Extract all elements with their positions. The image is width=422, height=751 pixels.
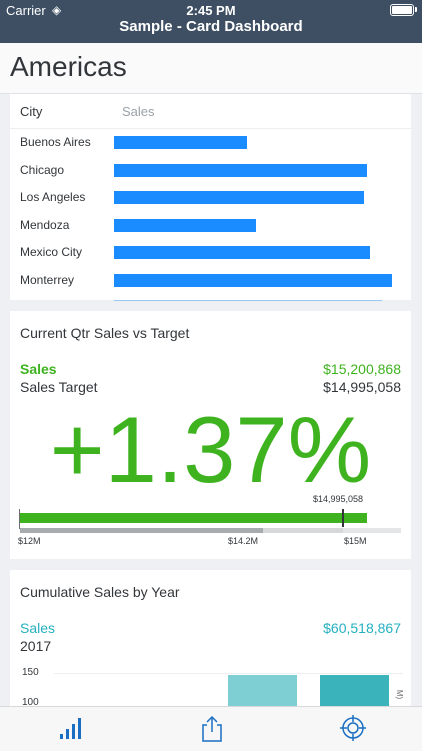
battery-tip	[415, 7, 417, 12]
status-bar: Carrier ◈ 2:45 PM	[0, 0, 422, 20]
city-label: Los Angeles	[20, 190, 86, 204]
sales-bar[interactable]	[114, 218, 256, 232]
y-tick-label: 150	[22, 667, 39, 678]
city-sales-card[interactable]: City Sales Buenos Aires Chicago Los Angele…	[10, 94, 411, 301]
sales-value: $15,200,868	[323, 361, 401, 377]
status-time: 2:45 PM	[186, 3, 236, 18]
tab-target[interactable]	[282, 707, 422, 751]
bullet-axis	[19, 509, 20, 529]
target-marker	[342, 509, 344, 527]
sales-label: Sales	[20, 620, 56, 636]
sales-target-value: $14,995,058	[323, 379, 401, 395]
tick-label: $15M	[344, 536, 367, 546]
navigation-bar: Sample - Card Dashboard	[0, 18, 422, 43]
sales-bar[interactable]	[114, 163, 367, 177]
y-tick-label: 100	[22, 697, 39, 708]
sales-bar[interactable]	[114, 273, 392, 287]
city-label: Monterrey	[20, 272, 75, 287]
card-title: Cumulative Sales by Year	[20, 584, 180, 600]
sales-target-label: Sales Target	[20, 379, 98, 395]
range-band-high	[343, 528, 401, 533]
sales-label: Sales	[20, 361, 57, 377]
column-header-sales: Sales	[122, 104, 155, 119]
column-bar	[228, 675, 297, 710]
cumulative-sales-card[interactable]: Cumulative Sales by Year Sales $60,518,8…	[10, 570, 411, 710]
y-axis-side-label: M)	[395, 689, 405, 700]
city-label: Mendoza	[20, 217, 70, 232]
sales-vs-target-card[interactable]: Current Qtr Sales vs Target Sales $15,20…	[10, 311, 411, 559]
sales-bar[interactable]	[114, 191, 364, 204]
tick-label: $12M	[18, 536, 41, 546]
carrier-label: Carrier	[6, 3, 46, 18]
gridline	[54, 673, 403, 674]
header-divider	[10, 128, 411, 129]
delta-percentage: +1.37%	[49, 397, 372, 502]
wifi-icon: ◈	[52, 3, 62, 17]
share-icon	[202, 715, 222, 742]
column-header-city: City	[20, 104, 43, 119]
tab-analytics[interactable]	[0, 707, 140, 751]
city-label: Buenos Aires	[20, 135, 91, 149]
page-header: Americas	[0, 43, 422, 94]
city-label: Chicago	[20, 162, 65, 177]
sales-value: $60,518,867	[323, 620, 401, 636]
analytics-icon	[60, 718, 81, 739]
battery-icon	[390, 4, 414, 16]
actual-sales-bar	[20, 513, 367, 523]
column-bar	[320, 675, 389, 710]
tab-share[interactable]	[141, 707, 281, 751]
page-title: Americas	[10, 51, 127, 82]
next-row-bar-edge	[114, 300, 382, 301]
year-label: 2017	[20, 638, 52, 654]
nav-title: Sample - Card Dashboard	[119, 18, 303, 35]
range-band-mid	[263, 528, 343, 533]
tick-label: $14.2M	[228, 536, 259, 546]
target-icon	[340, 715, 366, 741]
target-marker-label: $14,995,058	[313, 494, 364, 504]
sales-bar[interactable]	[114, 246, 370, 259]
card-title: Current Qtr Sales vs Target	[20, 325, 190, 341]
city-label: Mexico City	[20, 245, 83, 259]
tab-bar	[0, 706, 422, 751]
range-band-low	[20, 528, 263, 533]
sales-bar[interactable]	[114, 136, 247, 149]
